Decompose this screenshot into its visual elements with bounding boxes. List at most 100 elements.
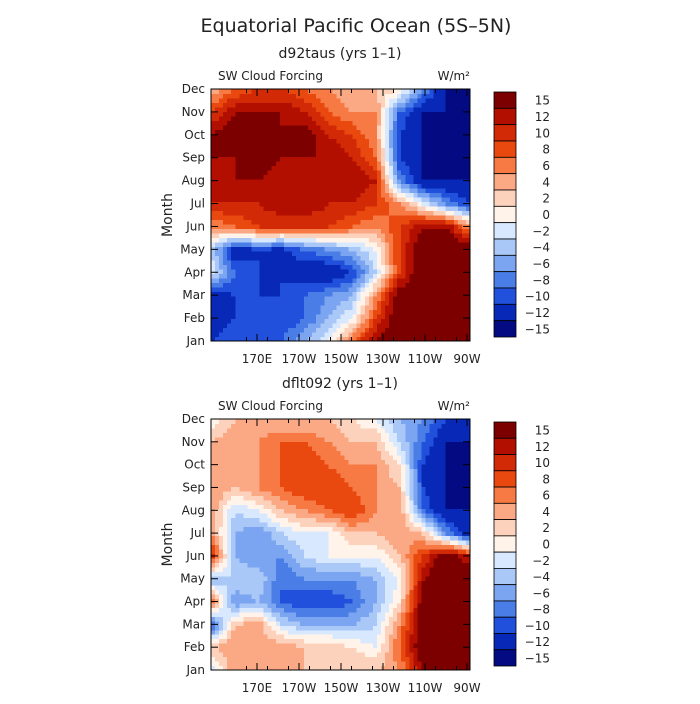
heatmap-cell (409, 116, 414, 121)
heatmap-cell (320, 625, 325, 630)
heatmap-cell (304, 179, 309, 184)
heatmap-cell (421, 625, 426, 630)
heatmap-cell (251, 242, 256, 247)
heatmap-cell (316, 314, 321, 319)
heatmap-cell (264, 157, 269, 162)
heatmap-cell (450, 625, 455, 630)
heatmap-cell (276, 184, 281, 189)
heatmap-cell (377, 598, 382, 603)
heatmap-cell (296, 612, 301, 617)
heatmap-cell (223, 292, 228, 297)
heatmap-cell (446, 139, 451, 144)
heatmap-cell (308, 269, 313, 274)
heatmap-cell (284, 305, 289, 310)
heatmap-cell (409, 184, 414, 189)
heatmap-cell (219, 643, 224, 648)
heatmap-cell (413, 639, 418, 644)
heatmap-cell (462, 188, 467, 193)
heatmap-cell (332, 170, 337, 175)
heatmap-cell (369, 585, 374, 590)
heatmap-cell (272, 634, 277, 639)
heatmap-cell (450, 589, 455, 594)
heatmap-cell (260, 625, 265, 630)
heatmap-cell (361, 161, 366, 166)
heatmap-cell (409, 220, 414, 225)
heatmap-cell (324, 648, 329, 653)
heatmap-cell (256, 648, 261, 653)
heatmap-cell (304, 256, 309, 261)
heatmap-cell (239, 594, 244, 599)
heatmap-cell (235, 193, 240, 198)
heatmap-cell (454, 310, 459, 315)
heatmap-cell (324, 166, 329, 171)
heatmap-cell (430, 229, 435, 234)
heatmap-cell (243, 112, 248, 117)
heatmap-cell (393, 233, 398, 238)
heatmap-cell (223, 589, 228, 594)
heatmap-cell (421, 211, 426, 216)
heatmap-cell (377, 233, 382, 238)
heatmap-cell (373, 323, 378, 328)
heatmap-cell (300, 589, 305, 594)
heatmap-cell (430, 621, 435, 626)
heatmap-cell (260, 319, 265, 324)
heatmap-cell (223, 157, 228, 162)
heatmap-cell (276, 121, 281, 126)
heatmap-cell (296, 585, 301, 590)
heatmap-cell (373, 121, 378, 126)
heatmap-cell (434, 332, 439, 337)
heatmap-cell (409, 229, 414, 234)
heatmap-cell (341, 621, 346, 626)
heatmap-cell (211, 323, 216, 328)
heatmap-cell (332, 224, 337, 229)
heatmap-cell (438, 314, 443, 319)
heatmap-cell (353, 603, 358, 608)
heatmap-cell (389, 274, 394, 279)
heatmap-cell (397, 634, 402, 639)
heatmap-cell (280, 247, 285, 252)
heatmap-cell (421, 215, 426, 220)
heatmap-cell (434, 184, 439, 189)
heatmap-cell (353, 648, 358, 653)
heatmap-cell (292, 260, 297, 265)
heatmap-cell (320, 116, 325, 121)
heatmap-cell (442, 265, 447, 270)
heatmap-cell (304, 175, 309, 180)
heatmap-cell (417, 112, 422, 117)
heatmap-cell (361, 323, 366, 328)
heatmap-cell (425, 269, 430, 274)
heatmap-cell (215, 202, 220, 207)
heatmap-cell (312, 103, 317, 108)
heatmap-cell (231, 301, 236, 306)
heatmap-cell (369, 98, 374, 103)
heatmap-cell (324, 179, 329, 184)
heatmap-cell (405, 152, 410, 157)
heatmap-cell (425, 134, 430, 139)
heatmap-cell (260, 103, 265, 108)
heatmap-cell (421, 224, 426, 229)
heatmap-cell (320, 314, 325, 319)
heatmap-cell (320, 612, 325, 617)
heatmap-cell (377, 188, 382, 193)
heatmap-cell (381, 166, 386, 171)
heatmap-cell (385, 242, 390, 247)
heatmap-cell (264, 188, 269, 193)
heatmap-cell (312, 652, 317, 657)
heatmap-cell (336, 179, 341, 184)
heatmap-cell (247, 130, 252, 135)
y-tick-label: Mar (182, 288, 205, 302)
heatmap-cell (268, 206, 273, 211)
heatmap-cell (454, 148, 459, 153)
heatmap-cell (345, 89, 350, 94)
heatmap-cell (304, 287, 309, 292)
heatmap-cell (413, 634, 418, 639)
heatmap-cell (389, 103, 394, 108)
heatmap-cell (276, 328, 281, 333)
heatmap-cell (397, 657, 402, 662)
heatmap-cell (381, 152, 386, 157)
heatmap-cell (341, 98, 346, 103)
heatmap-cell (434, 603, 439, 608)
heatmap-cell (377, 580, 382, 585)
heatmap-cell (369, 161, 374, 166)
